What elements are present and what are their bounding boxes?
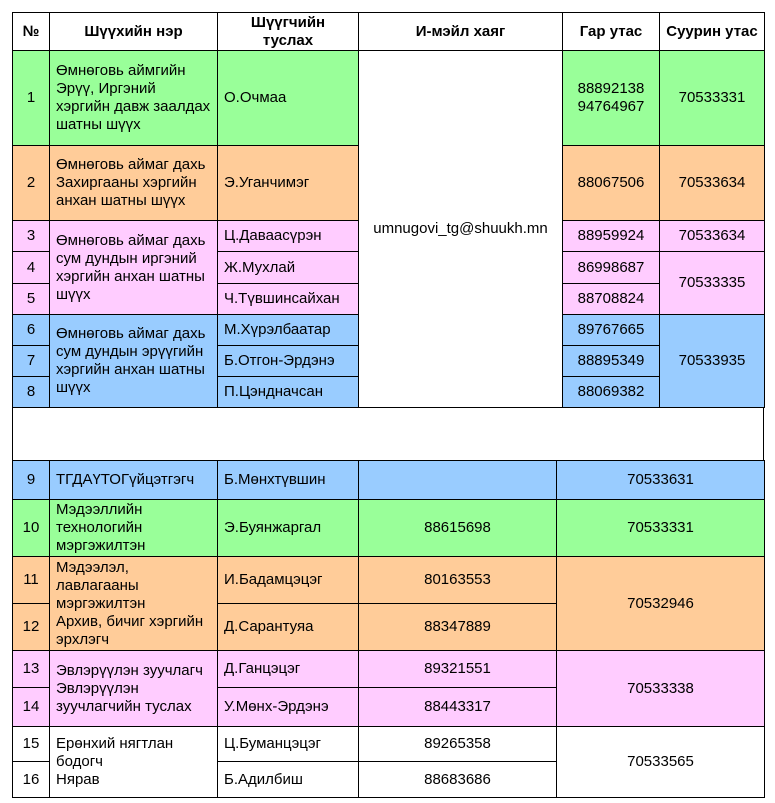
staff-name: Д.Ганцэцэг	[217, 650, 359, 688]
row-number: 6	[12, 314, 50, 346]
mobile-phone: 88892138 94764967	[562, 50, 660, 146]
staff-name: Б.Мөнхтүвшин	[217, 460, 359, 500]
position-text: Эвлэрүүлэн зуучлагчийн туслах	[56, 679, 192, 715]
row-number: 2	[12, 145, 50, 221]
landline-phone: 70533565	[556, 726, 765, 798]
assistant-name: Ж.Мухлай	[217, 251, 359, 284]
header-row: № Шүүхийн нэр Шүүгчийн туслах И-мэйл хая…	[12, 12, 765, 51]
table-spacer	[12, 408, 764, 460]
assistant-name: Ч.Түвшинсайхан	[217, 283, 359, 315]
row-number: 10	[12, 499, 50, 557]
table-row: 9 ТГДАҮТОГүйцэтгэгч Б.Мөнхтүвшин 7053363…	[12, 460, 765, 500]
court-name: Өмнөговь аймаг дахь сум дундын эрүүгийн …	[49, 314, 218, 408]
header-no: №	[12, 12, 50, 51]
landline-phone: 70533935	[659, 314, 765, 408]
mobile-phone: 88959924	[562, 220, 660, 252]
mobile-phone: 88347889	[358, 603, 557, 651]
assistant-name: Б.Отгон-Эрдэнэ	[217, 345, 359, 377]
position-name: ТГДАҮТОГүйцэтгэгч	[49, 460, 218, 500]
mobile-phone: 86998687	[562, 251, 660, 284]
landline-phone: 70532946	[556, 556, 765, 651]
landline-phone: 70533335	[659, 251, 765, 315]
assistant-name: Ц.Даваасүрэн	[217, 220, 359, 252]
staff-name: Э.Буянжаргал	[217, 499, 359, 557]
landline-phone: 70533631	[556, 460, 765, 500]
landline-phone: 70533634	[659, 220, 765, 252]
mobile-phone	[358, 460, 557, 500]
position-text: Мэдээлэл, лавлагааны мэргэжилтэн	[56, 558, 146, 612]
mobile-phone: 88708824	[562, 283, 660, 315]
row-number: 4	[12, 251, 50, 284]
header-court: Шүүхийн нэр	[49, 12, 218, 51]
row-number: 15	[12, 726, 50, 762]
row-number: 13	[12, 650, 50, 688]
court-name: Өмнөговь аймаг дахь Захиргааны хэргийн а…	[49, 145, 218, 221]
position-text: Ерөнхий нягтлан бодогч	[56, 735, 174, 770]
landline-phone: 70533634	[659, 145, 765, 221]
mobile-phone: 88067506	[562, 145, 660, 221]
position-text: Нярав	[56, 771, 100, 788]
mobile-phone: 89265358	[358, 726, 557, 762]
header-email: И-мэйл хаяг	[358, 12, 563, 51]
header-mobile: Гар утас	[562, 12, 660, 51]
table-row: 15 Ерөнхий нягтлан бодогч Нярав Ц.Буманцэ…	[12, 726, 765, 798]
row-number: 7	[12, 345, 50, 377]
landline-phone: 70533331	[659, 50, 765, 146]
header-assistant: Шүүгчийн туслах	[217, 12, 359, 51]
row-number: 11	[12, 556, 50, 604]
court-name: Өмнөговь аймгийн Эрүү, Иргэний хэргийн д…	[49, 50, 218, 146]
staff-name: И.Бадамцэцэг	[217, 556, 359, 604]
mobile-phone: 88895349	[562, 345, 660, 377]
assistant-name: М.Хүрэлбаатар	[217, 314, 359, 346]
staff-name: Д.Сарантуяа	[217, 603, 359, 651]
position-name: Ерөнхий нягтлан бодогч Нярав	[49, 726, 218, 798]
row-number: 3	[12, 220, 50, 252]
mobile-phone: 80163553	[358, 556, 557, 604]
row-number: 5	[12, 283, 50, 315]
row-number: 16	[12, 761, 50, 798]
staff-name: Ц.Буманцэцэг	[217, 726, 359, 762]
contact-table: № Шүүхийн нэр Шүүгчийн туслах И-мэйл хая…	[12, 12, 765, 798]
mobile-phone: 89321551	[358, 650, 557, 688]
row-number: 1	[12, 50, 50, 146]
table-row: 11 Мэдээлэл, лавлагааны мэргэжилтэн Архив…	[12, 556, 765, 651]
email-address[interactable]: umnugovi_tg@shuukh.mn	[358, 50, 563, 408]
position-text: Архив, бичиг хэргийн эрхлэгч	[56, 612, 204, 648]
assistant-name: Э.Уганчимэг	[217, 145, 359, 221]
staff-name: Б.Адилбиш	[217, 761, 359, 798]
position-name: Мэдээлэл, лавлагааны мэргэжилтэн Архив, б…	[49, 556, 218, 651]
mobile-phone: 88683686	[358, 761, 557, 798]
mobile-phone: 88069382	[562, 376, 660, 408]
mobile-phone: 89767665	[562, 314, 660, 346]
staff-contacts-table: 9 ТГДАҮТОГүйцэтгэгч Б.Мөнхтүвшин 7053363…	[12, 460, 765, 798]
mobile-phone: 88443317	[358, 687, 557, 727]
row-number: 14	[12, 687, 50, 727]
position-name: Мэдээллийн технологийн мэргэжилтэн	[49, 499, 218, 557]
assistant-name: О.Очмаа	[217, 50, 359, 146]
table-row: 1 Өмнөговь аймгийн Эрүү, Иргэний хэргийн…	[12, 50, 765, 408]
row-number: 8	[12, 376, 50, 408]
court-contacts-table: № Шүүхийн нэр Шүүгчийн туслах И-мэйл хая…	[12, 12, 765, 408]
staff-name: У.Мөнх-Эрдэнэ	[217, 687, 359, 727]
table-row: 6 Өмнөговь аймаг дахь сум дундын эрүүгий…	[12, 314, 765, 408]
landline-phone: 70533338	[556, 650, 765, 727]
table-row: 13 Эвлэрүүлэн зуучлагч Эвлэрүүлэн зуучлаг…	[12, 650, 765, 727]
court-name: Өмнөговь аймаг дахь сум дундын иргэний х…	[49, 220, 218, 315]
mobile-phone: 88615698	[358, 499, 557, 557]
position-text: Эвлэрүүлэн зуучлагч	[56, 661, 203, 679]
row-number: 12	[12, 603, 50, 651]
landline-phone: 70533331	[556, 499, 765, 557]
header-landline: Суурин утас	[659, 12, 765, 51]
row-number: 9	[12, 460, 50, 500]
position-name: Эвлэрүүлэн зуучлагч Эвлэрүүлэн зуучлагчий…	[49, 650, 218, 727]
assistant-name: П.Цэндначсан	[217, 376, 359, 408]
table-row: 10 Мэдээллийн технологийн мэргэжилтэн Э.…	[12, 499, 765, 557]
